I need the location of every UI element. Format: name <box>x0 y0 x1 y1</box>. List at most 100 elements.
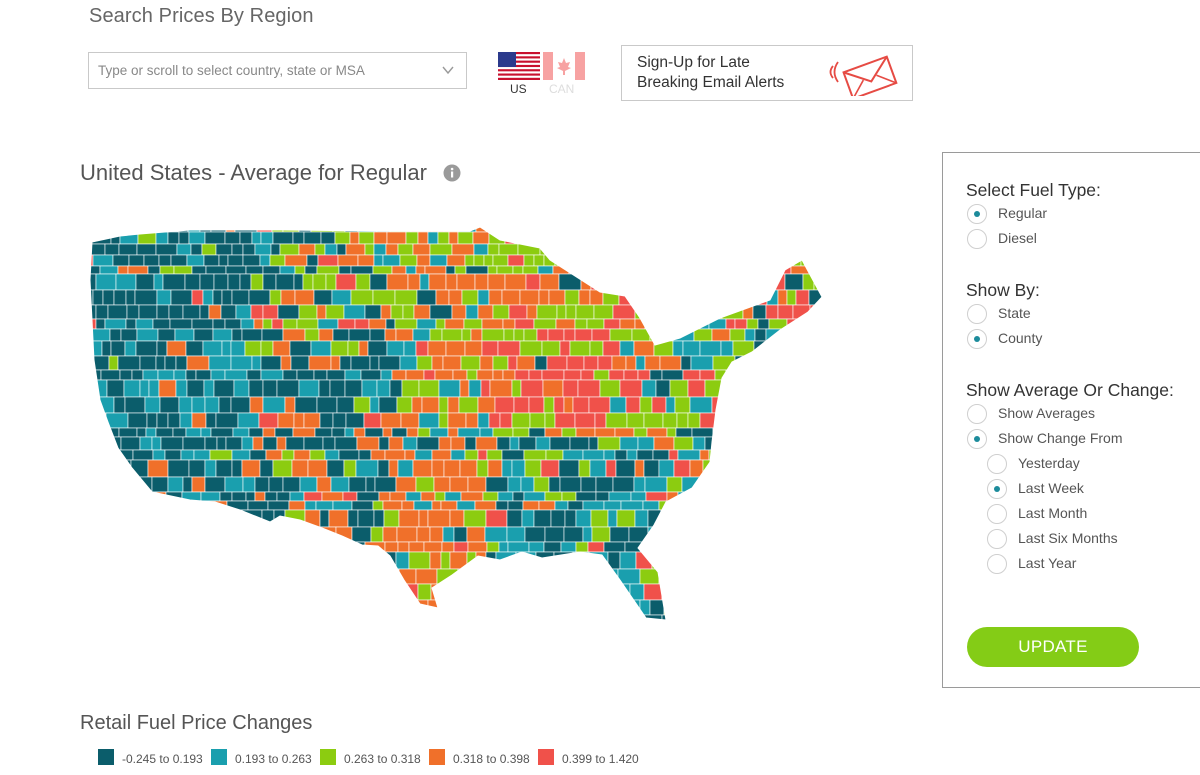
county-cell <box>815 328 822 342</box>
us-county-map[interactable] <box>80 200 840 640</box>
radio-diesel[interactable] <box>967 229 987 249</box>
county-cell <box>553 231 570 245</box>
update-button[interactable]: UPDATE <box>967 627 1139 667</box>
county-cell <box>549 436 571 451</box>
county-cell <box>809 449 820 461</box>
county-cell <box>771 509 783 528</box>
canada-flag-icon[interactable] <box>543 52 585 80</box>
county-cell <box>580 273 592 291</box>
county-cell <box>141 541 162 553</box>
county-cell <box>298 379 320 398</box>
county-cell <box>502 583 516 601</box>
us-flag-label[interactable]: US <box>510 82 527 96</box>
county-cell <box>231 243 244 256</box>
radio-county[interactable] <box>967 329 987 349</box>
county-cell <box>193 328 214 342</box>
county-cell <box>815 459 822 478</box>
county-cell <box>411 396 423 414</box>
county-cell <box>90 340 103 357</box>
county-cell <box>353 396 371 414</box>
info-icon[interactable] <box>443 164 461 182</box>
county-cell <box>732 436 750 451</box>
radio-state[interactable] <box>967 304 987 324</box>
county-cell <box>179 500 196 511</box>
county-cell <box>752 304 767 320</box>
county-cell <box>829 255 838 266</box>
county-cell <box>124 500 148 511</box>
county-cell <box>498 541 509 553</box>
county-cell <box>543 568 557 585</box>
county-cell <box>90 500 103 511</box>
county-cell <box>449 625 464 640</box>
county-cell <box>203 379 215 398</box>
county-cell <box>463 599 481 616</box>
county-cell <box>242 625 257 640</box>
radio-show-averages[interactable] <box>967 404 987 424</box>
radio-last-six-months[interactable] <box>987 529 1007 549</box>
county-cell <box>201 243 217 256</box>
county-cell <box>553 396 565 414</box>
county-cell <box>429 551 442 570</box>
change-last-year-label: Last Year <box>1018 555 1077 571</box>
county-cell <box>152 449 166 461</box>
county-cell <box>342 625 357 640</box>
county-cell <box>437 231 450 245</box>
county-cell <box>288 500 306 511</box>
county-cell <box>835 477 840 492</box>
show-averages-label: Show Averages <box>998 405 1096 421</box>
region-search-select[interactable]: Type or scroll to select country, state … <box>88 52 467 89</box>
county-cell <box>382 254 401 267</box>
county-cell <box>115 273 137 291</box>
county-cell <box>99 541 110 553</box>
county-cell <box>239 231 253 245</box>
county-cell <box>633 243 652 256</box>
county-cell <box>142 369 159 381</box>
county-cell <box>338 265 352 275</box>
us-flag-icon[interactable] <box>498 52 540 80</box>
county-cell <box>447 396 460 414</box>
county-cell <box>277 551 295 570</box>
county-cell <box>433 614 452 620</box>
county-cell <box>194 500 210 511</box>
county-cell <box>708 614 727 620</box>
radio-last-month[interactable] <box>987 504 1007 524</box>
county-cell <box>504 625 523 640</box>
county-cell <box>172 568 185 585</box>
county-cell <box>423 541 443 553</box>
county-cell <box>544 412 556 429</box>
county-cell <box>727 476 741 493</box>
county-cell <box>90 427 108 438</box>
county-cell <box>811 509 822 528</box>
radio-last-year[interactable] <box>987 554 1007 574</box>
county-cell <box>90 509 95 528</box>
county-cell <box>109 459 122 478</box>
radio-yesterday[interactable] <box>987 454 1007 474</box>
county-cell <box>429 526 444 543</box>
county-cell <box>355 273 371 291</box>
county-cell <box>748 436 769 451</box>
can-flag-label[interactable]: CAN <box>549 82 575 96</box>
county-cell <box>269 254 286 267</box>
county-cell <box>464 340 483 357</box>
county-cell <box>619 340 635 357</box>
county-cell <box>120 459 132 478</box>
radio-last-week[interactable] <box>987 479 1007 499</box>
county-cell <box>474 273 489 291</box>
radio-show-change[interactable] <box>967 429 987 449</box>
radio-regular[interactable] <box>967 204 987 224</box>
county-cell <box>681 476 705 493</box>
county-cell <box>124 340 137 357</box>
county-cell <box>167 412 181 429</box>
county-cell <box>191 396 206 414</box>
county-cell <box>330 355 341 371</box>
county-cell <box>450 583 472 601</box>
county-cell <box>402 436 418 451</box>
county-cell <box>90 551 112 570</box>
county-cell <box>487 459 503 478</box>
county-cell <box>611 614 632 620</box>
email-alerts-signup[interactable]: Sign-Up for Late Breaking Email Alerts <box>621 45 913 101</box>
county-cell <box>288 583 308 601</box>
county-cell <box>405 369 425 381</box>
county-cell <box>241 509 263 528</box>
county-cell <box>597 436 621 451</box>
